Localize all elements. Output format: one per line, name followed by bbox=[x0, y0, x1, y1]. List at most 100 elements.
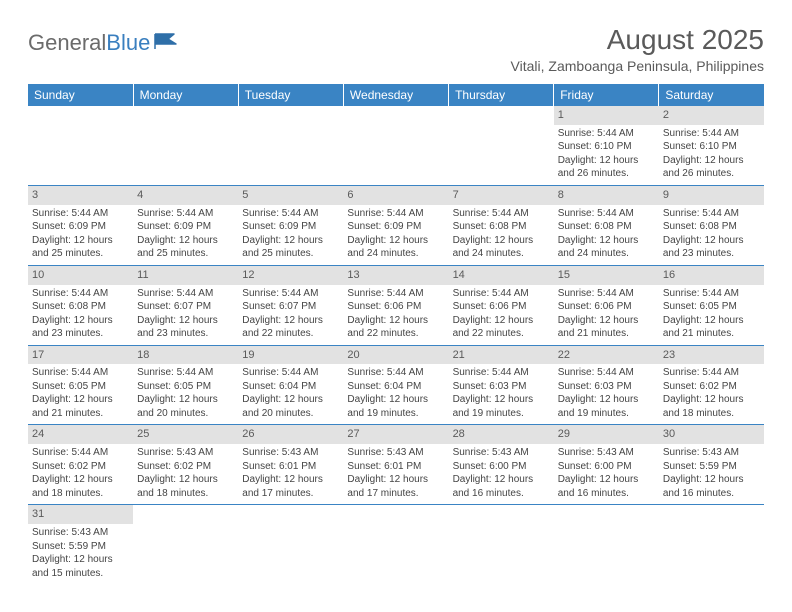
day-info-line: Sunrise: 5:44 AM bbox=[242, 366, 339, 380]
day-info-line: Sunrise: 5:44 AM bbox=[453, 287, 550, 301]
day-info-line: Sunset: 6:06 PM bbox=[558, 300, 655, 314]
day-info-line: Daylight: 12 hours bbox=[347, 234, 444, 248]
calendar-cell: 21Sunrise: 5:44 AMSunset: 6:03 PMDayligh… bbox=[449, 345, 554, 425]
day-info-line: Sunrise: 5:43 AM bbox=[453, 446, 550, 460]
calendar-row: 1Sunrise: 5:44 AMSunset: 6:10 PMDaylight… bbox=[28, 106, 764, 185]
calendar-cell: 20Sunrise: 5:44 AMSunset: 6:04 PMDayligh… bbox=[343, 345, 448, 425]
calendar-cell: 3Sunrise: 5:44 AMSunset: 6:09 PMDaylight… bbox=[28, 185, 133, 265]
day-number: 8 bbox=[554, 186, 659, 205]
day-info-line: and 18 minutes. bbox=[137, 487, 234, 501]
day-info-line: Daylight: 12 hours bbox=[32, 314, 129, 328]
day-info-line: and 17 minutes. bbox=[242, 487, 339, 501]
day-info-line: and 16 minutes. bbox=[663, 487, 760, 501]
day-info-line: Sunrise: 5:43 AM bbox=[137, 446, 234, 460]
calendar-cell: 28Sunrise: 5:43 AMSunset: 6:00 PMDayligh… bbox=[449, 425, 554, 505]
calendar-cell: 16Sunrise: 5:44 AMSunset: 6:05 PMDayligh… bbox=[659, 265, 764, 345]
day-info-line: Sunrise: 5:44 AM bbox=[32, 207, 129, 221]
header: GeneralBlue August 2025 Vitali, Zamboang… bbox=[28, 24, 764, 74]
day-info-line: Sunset: 6:09 PM bbox=[347, 220, 444, 234]
day-info-line: Daylight: 12 hours bbox=[558, 393, 655, 407]
day-info-line: Daylight: 12 hours bbox=[663, 154, 760, 168]
calendar-cell: 18Sunrise: 5:44 AMSunset: 6:05 PMDayligh… bbox=[133, 345, 238, 425]
day-info-line: and 25 minutes. bbox=[32, 247, 129, 261]
month-title: August 2025 bbox=[511, 24, 764, 56]
day-info-line: Daylight: 12 hours bbox=[558, 473, 655, 487]
day-info-line: Daylight: 12 hours bbox=[347, 393, 444, 407]
day-info-line: Sunrise: 5:44 AM bbox=[137, 287, 234, 301]
day-info-line: and 16 minutes. bbox=[453, 487, 550, 501]
day-info-line: and 17 minutes. bbox=[347, 487, 444, 501]
day-info-line: and 18 minutes. bbox=[663, 407, 760, 421]
day-number: 16 bbox=[659, 266, 764, 285]
day-number: 26 bbox=[238, 425, 343, 444]
day-info-line: Sunrise: 5:44 AM bbox=[137, 207, 234, 221]
col-friday: Friday bbox=[554, 84, 659, 106]
calendar-row: 31Sunrise: 5:43 AMSunset: 5:59 PMDayligh… bbox=[28, 505, 764, 584]
day-info-line: and 23 minutes. bbox=[663, 247, 760, 261]
day-number: 4 bbox=[133, 186, 238, 205]
day-info-line: Sunset: 6:01 PM bbox=[242, 460, 339, 474]
day-number: 22 bbox=[554, 346, 659, 365]
day-number: 24 bbox=[28, 425, 133, 444]
calendar-cell: 19Sunrise: 5:44 AMSunset: 6:04 PMDayligh… bbox=[238, 345, 343, 425]
day-info-line: Daylight: 12 hours bbox=[453, 393, 550, 407]
calendar-cell bbox=[659, 505, 764, 584]
day-number: 23 bbox=[659, 346, 764, 365]
day-number: 25 bbox=[133, 425, 238, 444]
day-info-line: and 24 minutes. bbox=[558, 247, 655, 261]
day-number: 1 bbox=[554, 106, 659, 125]
day-info-line: Sunset: 6:05 PM bbox=[663, 300, 760, 314]
calendar-cell: 29Sunrise: 5:43 AMSunset: 6:00 PMDayligh… bbox=[554, 425, 659, 505]
day-info-line: and 15 minutes. bbox=[32, 567, 129, 581]
day-info-line: and 24 minutes. bbox=[347, 247, 444, 261]
day-info-line: Daylight: 12 hours bbox=[663, 473, 760, 487]
day-info-line: Sunset: 6:00 PM bbox=[453, 460, 550, 474]
day-info-line: and 26 minutes. bbox=[558, 167, 655, 181]
calendar-cell: 14Sunrise: 5:44 AMSunset: 6:06 PMDayligh… bbox=[449, 265, 554, 345]
day-info-line: Sunset: 6:05 PM bbox=[32, 380, 129, 394]
calendar-cell bbox=[238, 505, 343, 584]
calendar-cell bbox=[133, 106, 238, 185]
calendar-row: 3Sunrise: 5:44 AMSunset: 6:09 PMDaylight… bbox=[28, 185, 764, 265]
day-number: 20 bbox=[343, 346, 448, 365]
day-info-line: Sunrise: 5:44 AM bbox=[558, 207, 655, 221]
logo-text-1: General bbox=[28, 30, 106, 56]
day-info-line: Daylight: 12 hours bbox=[242, 234, 339, 248]
day-info-line: and 19 minutes. bbox=[558, 407, 655, 421]
day-info-line: Sunrise: 5:43 AM bbox=[32, 526, 129, 540]
day-info-line: Sunrise: 5:44 AM bbox=[32, 366, 129, 380]
day-info-line: Sunset: 6:10 PM bbox=[663, 140, 760, 154]
day-info-line: Sunset: 6:04 PM bbox=[347, 380, 444, 394]
calendar-cell: 24Sunrise: 5:44 AMSunset: 6:02 PMDayligh… bbox=[28, 425, 133, 505]
day-info-line: Sunrise: 5:44 AM bbox=[32, 287, 129, 301]
col-tuesday: Tuesday bbox=[238, 84, 343, 106]
day-info-line: Sunrise: 5:44 AM bbox=[347, 207, 444, 221]
day-info-line: Sunset: 6:06 PM bbox=[453, 300, 550, 314]
day-info-line: and 22 minutes. bbox=[242, 327, 339, 341]
day-info-line: Sunrise: 5:44 AM bbox=[347, 366, 444, 380]
day-info-line: Sunrise: 5:44 AM bbox=[453, 366, 550, 380]
calendar-cell bbox=[554, 505, 659, 584]
day-info-line: Sunset: 6:01 PM bbox=[347, 460, 444, 474]
day-info-line: Sunrise: 5:44 AM bbox=[242, 287, 339, 301]
day-info-line: Sunset: 6:05 PM bbox=[137, 380, 234, 394]
calendar-cell: 25Sunrise: 5:43 AMSunset: 6:02 PMDayligh… bbox=[133, 425, 238, 505]
day-info-line: Sunset: 6:08 PM bbox=[663, 220, 760, 234]
day-info-line: and 16 minutes. bbox=[558, 487, 655, 501]
day-number: 18 bbox=[133, 346, 238, 365]
day-info-line: Sunrise: 5:43 AM bbox=[242, 446, 339, 460]
calendar-row: 24Sunrise: 5:44 AMSunset: 6:02 PMDayligh… bbox=[28, 425, 764, 505]
day-info-line: and 24 minutes. bbox=[453, 247, 550, 261]
flag-icon bbox=[154, 30, 180, 56]
day-info-line: and 21 minutes. bbox=[32, 407, 129, 421]
day-info-line: Sunrise: 5:43 AM bbox=[347, 446, 444, 460]
day-info-line: Daylight: 12 hours bbox=[453, 234, 550, 248]
calendar-cell: 22Sunrise: 5:44 AMSunset: 6:03 PMDayligh… bbox=[554, 345, 659, 425]
day-info-line: Sunset: 6:09 PM bbox=[242, 220, 339, 234]
day-number: 29 bbox=[554, 425, 659, 444]
day-info-line: Daylight: 12 hours bbox=[32, 393, 129, 407]
calendar-table: Sunday Monday Tuesday Wednesday Thursday… bbox=[28, 84, 764, 584]
day-number: 2 bbox=[659, 106, 764, 125]
day-info-line: Daylight: 12 hours bbox=[242, 473, 339, 487]
calendar-cell bbox=[449, 106, 554, 185]
